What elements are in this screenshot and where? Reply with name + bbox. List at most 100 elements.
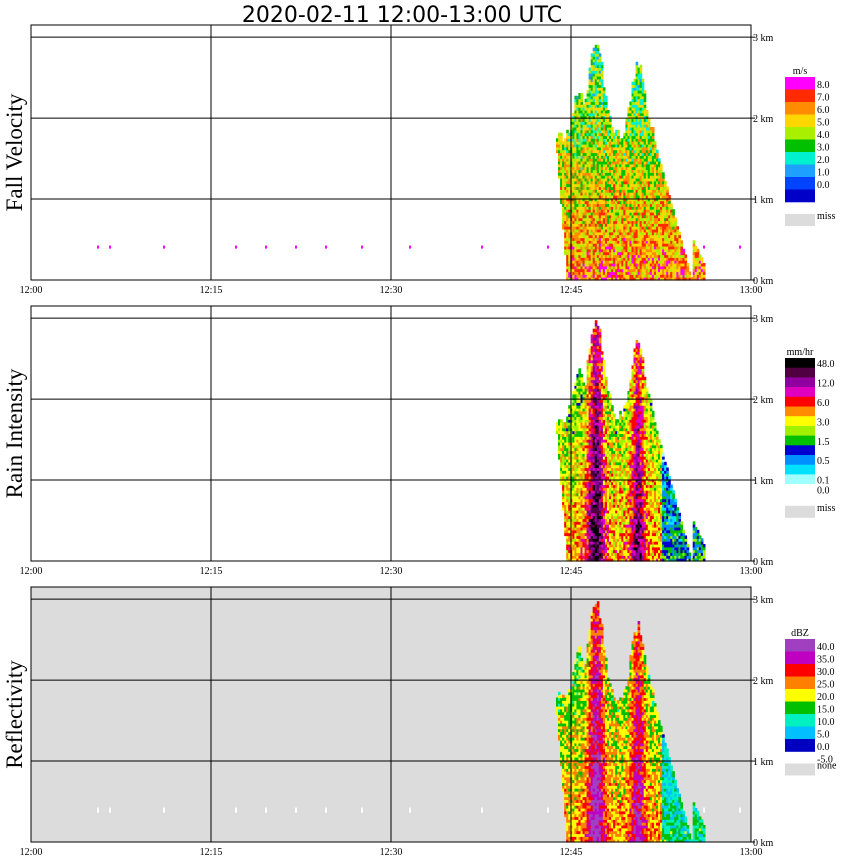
radar-cell xyxy=(641,98,645,103)
radar-cell xyxy=(582,112,586,117)
radar-cell xyxy=(590,206,594,210)
radar-cell xyxy=(592,183,596,188)
radar-cell xyxy=(602,175,606,179)
radar-cell xyxy=(588,118,592,122)
radar-cell xyxy=(564,229,567,233)
radar-cell xyxy=(633,237,637,241)
radar-cell xyxy=(647,118,651,122)
radar-cell xyxy=(588,95,592,100)
radar-cell xyxy=(635,93,639,97)
radar-cell xyxy=(564,180,567,185)
radar-cell xyxy=(631,129,635,134)
radar-cell xyxy=(582,138,586,142)
radar-cell xyxy=(578,172,581,176)
radar-cell xyxy=(633,98,637,103)
radar-cell xyxy=(625,124,628,128)
radar-cell xyxy=(635,268,639,273)
radar-cell xyxy=(590,78,594,83)
radar-cell xyxy=(647,206,651,210)
radar-cell xyxy=(572,251,575,256)
radar-cell xyxy=(635,257,639,261)
radar-cell xyxy=(590,163,594,168)
radar-cell xyxy=(574,135,577,139)
radar-cell xyxy=(619,195,622,199)
radar-cell xyxy=(582,192,586,196)
radar-cell xyxy=(635,146,639,151)
radar-cell xyxy=(576,107,579,111)
radar-cell xyxy=(609,243,612,247)
radar-cell xyxy=(592,223,596,227)
radar-cell xyxy=(570,172,573,176)
radar-cell xyxy=(590,149,594,154)
radar-cell xyxy=(598,175,602,179)
radar-cell xyxy=(582,169,586,173)
radar-cell xyxy=(651,200,655,205)
radar-cell xyxy=(592,132,596,137)
radar-cell xyxy=(613,192,616,196)
radar-cell xyxy=(615,132,618,137)
radar-cell xyxy=(592,209,596,213)
radar-cell xyxy=(582,217,586,222)
radar-cell xyxy=(570,231,573,236)
radar-cell xyxy=(586,95,590,100)
radar-cell xyxy=(643,195,647,199)
radar-cell xyxy=(639,212,643,216)
radar-cell xyxy=(586,195,590,199)
radar-cell xyxy=(592,268,596,273)
radar-cell xyxy=(600,155,604,159)
radar-cell xyxy=(574,248,577,253)
radar-cell xyxy=(584,175,588,179)
radar-cell xyxy=(656,243,659,247)
radar-cell xyxy=(631,101,635,105)
radar-cell xyxy=(621,152,624,156)
radar-cell xyxy=(649,220,653,224)
radar-cell xyxy=(570,229,573,233)
radar-cell xyxy=(607,240,610,244)
radar-cell xyxy=(582,163,586,168)
radar-cell xyxy=(590,146,594,151)
radar-cell xyxy=(651,206,655,210)
radar-cell xyxy=(631,81,635,86)
radar-cell xyxy=(574,95,577,100)
radar-cell xyxy=(576,98,579,103)
radar-cell xyxy=(619,274,622,278)
radar-cell xyxy=(609,200,612,205)
radar-cell xyxy=(639,132,643,137)
radar-cell xyxy=(602,251,606,256)
radar-cell xyxy=(592,93,596,97)
radar-cell xyxy=(615,144,618,148)
radar-cell xyxy=(607,260,610,264)
radar-cell xyxy=(556,149,559,154)
radar-cell xyxy=(605,379,608,384)
radar-cell xyxy=(584,206,588,210)
radar-cell xyxy=(621,237,624,241)
radar-cell xyxy=(578,163,581,168)
radar-cell xyxy=(582,161,586,165)
radar-cell xyxy=(605,186,608,190)
radar-cell xyxy=(600,166,604,171)
radar-cell xyxy=(609,132,612,137)
radar-cell xyxy=(637,161,641,165)
radar-cell xyxy=(643,141,647,145)
radar-cell xyxy=(653,246,657,250)
radar-cell xyxy=(633,265,637,270)
radar-cell xyxy=(627,237,630,241)
radar-cell xyxy=(562,152,565,156)
radar-cell xyxy=(594,158,598,162)
radar-cell xyxy=(611,141,614,145)
radar-cell xyxy=(635,180,639,185)
radar-cell xyxy=(592,47,596,52)
radar-cell xyxy=(641,158,645,162)
radar-cell xyxy=(564,169,567,173)
radar-cell xyxy=(631,223,635,227)
radar-cell xyxy=(572,180,575,185)
radar-cell xyxy=(582,149,586,154)
radar-cell xyxy=(594,212,598,216)
radar-cell xyxy=(653,206,657,210)
radar-cell xyxy=(605,195,608,199)
radar-cell xyxy=(609,206,612,210)
noise-gate xyxy=(361,245,363,249)
radar-cell xyxy=(609,115,612,120)
radar-cell xyxy=(592,95,596,100)
